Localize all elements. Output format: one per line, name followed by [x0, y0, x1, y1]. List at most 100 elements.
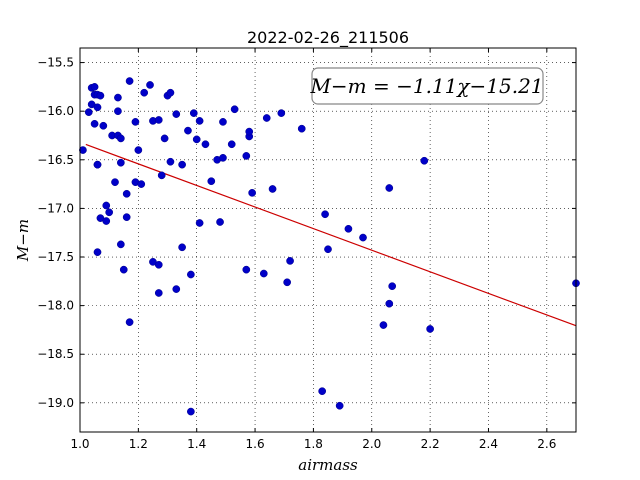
data-point [245, 127, 254, 136]
fit-line [85, 143, 577, 327]
data-point [277, 109, 286, 117]
x-tick-label: 2.6 [537, 437, 556, 451]
x-tick-label: 1.2 [129, 437, 148, 451]
data-point [207, 177, 216, 186]
data-point [96, 91, 105, 100]
data-point [166, 88, 175, 97]
data-point [227, 140, 236, 149]
data-point [216, 218, 224, 226]
data-point [172, 285, 181, 293]
y-tick-label: −19.0 [37, 396, 74, 410]
data-point [116, 240, 125, 249]
data-point [93, 160, 102, 169]
data-point [195, 117, 204, 125]
x-axis-label: airmass [298, 456, 358, 474]
data-point [178, 243, 186, 252]
data-point [99, 121, 108, 130]
data-point [248, 189, 256, 197]
data-point [166, 157, 175, 166]
data-point [134, 146, 143, 154]
data-point [116, 134, 125, 143]
data-point [420, 156, 429, 165]
data-point [359, 233, 367, 242]
data-point [79, 146, 87, 154]
data-point [119, 265, 128, 274]
data-point [318, 387, 327, 396]
data-point [219, 118, 227, 126]
data-point [114, 107, 122, 116]
data-point [105, 208, 114, 217]
y-tick-label: −16.5 [37, 153, 74, 167]
data-point [172, 110, 181, 118]
data-point [286, 257, 294, 265]
data-point [160, 134, 169, 143]
data-point [230, 105, 239, 114]
data-point [154, 289, 163, 297]
data-point [324, 245, 332, 254]
data-point [154, 260, 163, 269]
data-point [125, 318, 134, 326]
y-tick-label: −17.0 [37, 201, 74, 215]
data-points [79, 77, 580, 416]
data-point [116, 158, 125, 167]
data-point [125, 77, 134, 85]
data-point [242, 152, 251, 160]
data-point [388, 282, 397, 291]
data-point [111, 178, 119, 187]
y-tick-label: −18.5 [37, 347, 74, 361]
y-axis-label: M−m [14, 219, 32, 262]
y-tick-label: −18.0 [37, 299, 74, 313]
chart-title: 2022-02-26_211506 [247, 28, 409, 48]
x-tick-label: 2.0 [362, 437, 381, 451]
data-point [426, 325, 434, 333]
annotation-box: M−m = −1.11χ−15.21 [309, 67, 544, 105]
data-point [90, 83, 99, 91]
data-point [297, 124, 306, 133]
fit-line-layer [85, 143, 577, 327]
data-point [114, 93, 122, 102]
x-tick-label: 1.8 [304, 437, 323, 451]
y-tick-label: −17.5 [37, 250, 74, 264]
data-point [90, 119, 99, 128]
data-point [137, 180, 146, 188]
x-tick-label: 1.6 [246, 437, 265, 451]
y-tick-labels: −15.5 −16.0 −16.5 −17.0 −17.5 −18.0 −18.5 −19.0 [37, 56, 74, 410]
x-tick-label: 1.4 [187, 437, 206, 451]
data-point [84, 108, 93, 117]
data-point [321, 210, 329, 219]
data-point [131, 118, 140, 126]
grid [79, 48, 576, 432]
data-point [262, 114, 271, 122]
data-point [379, 321, 388, 329]
data-point [102, 217, 111, 225]
data-point [335, 401, 344, 410]
data-point [259, 269, 268, 278]
data-point [385, 299, 394, 308]
data-point [268, 185, 277, 193]
data-point [102, 201, 111, 210]
data-point [122, 213, 131, 222]
x-tick-label: 2.2 [421, 437, 440, 451]
data-point [195, 219, 204, 227]
data-point [192, 135, 201, 144]
data-point [93, 248, 102, 257]
axis-ticks [79, 48, 576, 432]
data-point [219, 154, 227, 162]
plot-frame [79, 47, 577, 433]
data-point [154, 116, 163, 124]
data-point [242, 265, 251, 274]
data-point [283, 278, 292, 287]
x-tick-label: 1.0 [70, 437, 89, 451]
x-tick-label: 2.4 [479, 437, 498, 451]
data-point [344, 224, 353, 233]
data-point [187, 270, 195, 279]
fit-equation: M−m = −1.11χ−15.21 [309, 74, 543, 98]
data-point [140, 88, 149, 97]
y-tick-label: −15.5 [37, 56, 74, 70]
data-point [201, 140, 210, 149]
data-point [146, 81, 154, 89]
data-point [93, 103, 102, 112]
data-point [122, 189, 131, 198]
y-tick-label: −16.0 [37, 104, 74, 118]
